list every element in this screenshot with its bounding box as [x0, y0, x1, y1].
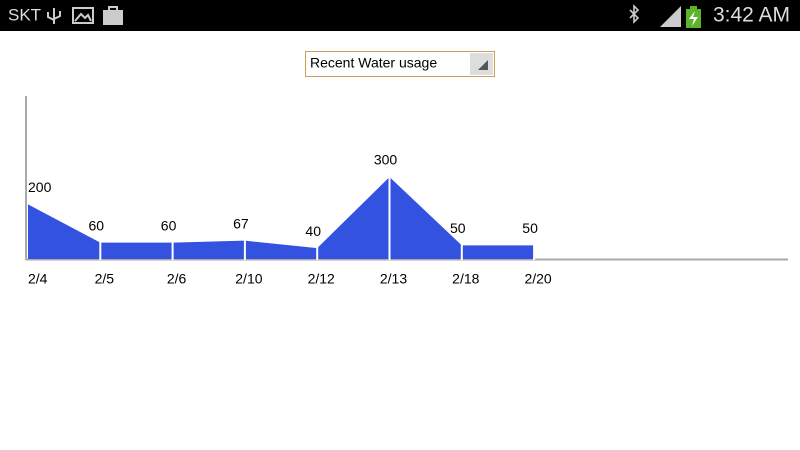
data-label: 60 [89, 217, 105, 233]
dropdown-button[interactable] [470, 53, 493, 75]
data-label: 50 [450, 220, 466, 236]
data-label: 40 [305, 223, 321, 239]
dropdown-arrow [478, 60, 488, 70]
data-label: 300 [374, 152, 398, 168]
x-tick-label: 2/5 [95, 271, 115, 287]
dropdown[interactable]: Recent Water usage [305, 51, 495, 77]
x-tick-label: 2/12 [308, 271, 335, 287]
data-label: 50 [522, 220, 538, 236]
data-label: 60 [161, 217, 177, 233]
area [28, 177, 535, 259]
clock: 3:42 AM [713, 4, 790, 27]
x-tick-label: 2/4 [28, 271, 48, 287]
carrier: SKT [8, 5, 41, 24]
dropdown-box[interactable] [305, 51, 495, 77]
notification-icons [47, 6, 123, 25]
system-icons [629, 4, 701, 28]
x-tick-label: 2/13 [380, 271, 407, 287]
x-tick-label: 2/6 [167, 271, 187, 287]
data-label: 200 [28, 179, 52, 195]
dropdown-text: Recent Water usage [310, 55, 437, 71]
data-label: 67 [233, 215, 249, 231]
x-tick-label: 2/10 [235, 271, 262, 287]
x-tick-label: 2/20 [524, 271, 551, 287]
x-tick-label: 2/18 [452, 271, 479, 287]
